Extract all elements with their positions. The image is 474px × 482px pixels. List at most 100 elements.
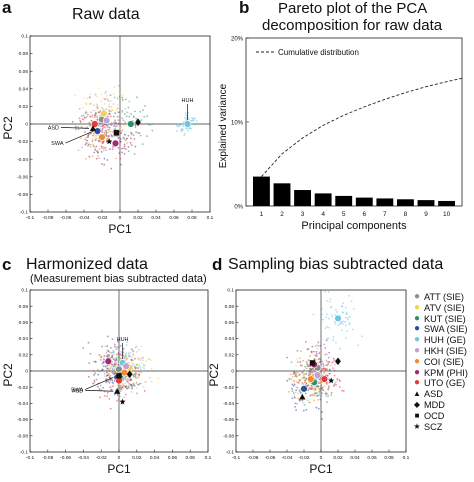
sample-point — [329, 364, 332, 367]
sample-point — [98, 387, 101, 390]
sample-point — [305, 408, 308, 411]
panel-c-ytick-label: 0.02 — [19, 352, 29, 358]
sample-point — [119, 384, 122, 387]
sample-point — [101, 129, 104, 131]
sample-point — [301, 399, 304, 402]
sample-point — [141, 143, 144, 145]
sample-point — [295, 386, 298, 389]
panel-a-ytick-label: 0 — [25, 122, 28, 128]
sample-point — [100, 163, 103, 165]
sample-point — [303, 379, 306, 382]
sample-point — [298, 374, 300, 377]
panel-d-sample-cloud — [286, 290, 364, 420]
sample-point — [104, 345, 107, 348]
sample-point — [317, 399, 320, 401]
sample-point — [92, 369, 95, 372]
panel-c-xtick-label: -0.04 — [78, 455, 89, 461]
sample-point — [123, 152, 126, 155]
panel-a-centroid-mdd — [135, 118, 141, 127]
panel-d-ytick-label: 0.02 — [225, 352, 235, 358]
sample-point — [125, 352, 128, 355]
panel-c-centroid-ocd — [116, 373, 122, 379]
sample-point — [311, 345, 314, 348]
sample-point — [83, 97, 86, 100]
sample-point — [80, 115, 83, 118]
sample-point — [91, 116, 94, 119]
sample-point — [140, 357, 143, 359]
sample-point — [94, 137, 96, 139]
sample-point — [110, 346, 112, 349]
sample-point — [319, 358, 322, 361]
sample-point — [93, 381, 96, 384]
sample-point — [142, 109, 144, 112]
sample-point — [95, 135, 97, 137]
sample-point — [319, 398, 322, 401]
sample-point — [150, 368, 153, 370]
sample-point — [84, 138, 87, 141]
sample-point — [148, 124, 151, 126]
sample-point — [142, 385, 145, 388]
sample-point — [333, 364, 336, 367]
sample-point — [107, 131, 110, 134]
sample-point — [131, 387, 133, 390]
sample-point — [328, 385, 330, 388]
sample-point — [302, 359, 305, 362]
sample-point — [133, 138, 136, 140]
sample-point — [87, 136, 89, 138]
sample-point — [127, 355, 130, 358]
sample-point — [113, 86, 116, 89]
sample-point — [308, 355, 311, 357]
sample-point — [103, 372, 106, 375]
sample-point — [102, 386, 104, 389]
sample-point — [108, 105, 111, 108]
sample-point — [345, 311, 348, 314]
sample-point — [306, 362, 308, 365]
panel-c-xtick-label: 0.1 — [205, 455, 212, 461]
sample-point — [98, 111, 100, 114]
sample-point — [308, 401, 311, 404]
sample-point — [338, 323, 341, 325]
sample-point — [95, 145, 98, 148]
sample-point — [103, 355, 106, 357]
panel-b-xlabel: Principal components — [301, 220, 407, 232]
sample-point — [325, 359, 328, 362]
sample-point — [333, 374, 336, 377]
sample-point — [124, 382, 127, 385]
panel-b-xtick-label: 1 — [260, 211, 264, 218]
sample-point — [137, 132, 139, 134]
sample-point — [286, 356, 289, 359]
sample-point — [341, 311, 344, 314]
sample-point — [82, 106, 84, 109]
sample-point — [308, 369, 311, 372]
sample-point — [122, 119, 125, 122]
sample-point — [325, 364, 328, 367]
sample-point — [134, 367, 137, 370]
sample-point — [333, 384, 336, 386]
sample-point — [342, 320, 345, 323]
sample-point — [191, 123, 193, 126]
sample-point — [109, 123, 111, 125]
sample-point — [107, 128, 110, 131]
sample-point — [338, 379, 341, 382]
sample-point — [121, 386, 124, 388]
sample-point — [334, 314, 336, 316]
sample-point — [119, 125, 122, 128]
sample-point — [300, 377, 303, 379]
sample-point — [321, 392, 323, 395]
panel-a-ytick-label: -0.04 — [17, 157, 28, 163]
sample-point — [328, 300, 331, 303]
sample-point — [109, 148, 112, 150]
sample-point — [297, 381, 300, 384]
sample-point — [183, 132, 186, 135]
panel-a-annotation-swa: SWA — [51, 141, 64, 147]
sample-point — [115, 347, 118, 350]
sample-point — [113, 125, 115, 127]
sample-point — [316, 392, 318, 395]
sample-point — [92, 143, 94, 146]
sample-point — [320, 312, 323, 315]
sample-point — [303, 373, 306, 376]
sample-point — [117, 363, 120, 366]
sample-point — [123, 133, 126, 136]
sample-point — [311, 386, 313, 389]
sample-point — [193, 117, 196, 119]
